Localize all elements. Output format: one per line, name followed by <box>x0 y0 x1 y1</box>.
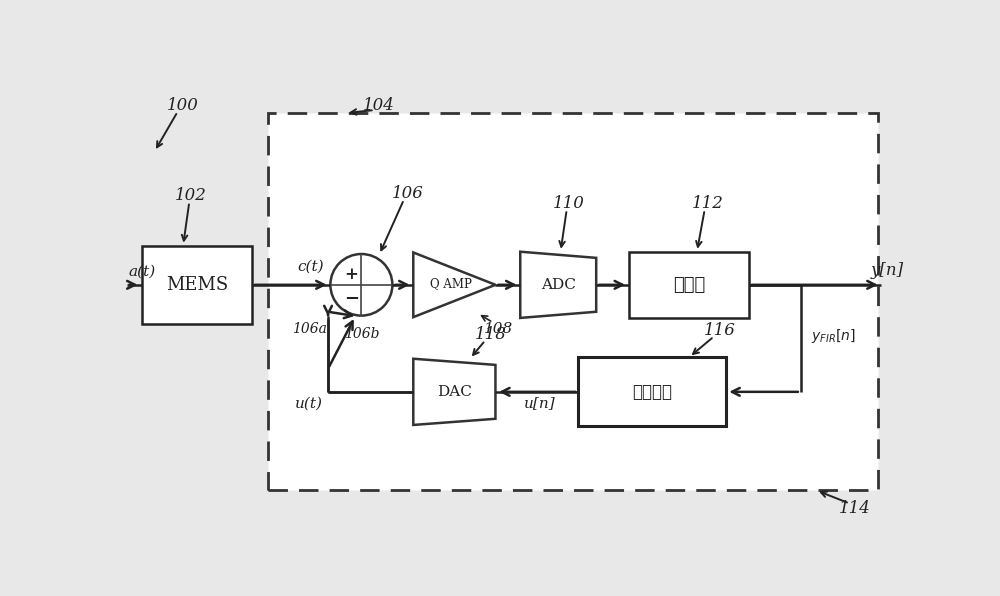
Bar <box>629 252 749 318</box>
Text: 112: 112 <box>692 195 724 212</box>
Text: −: − <box>344 290 359 308</box>
Text: 偏移消除: 偏移消除 <box>632 383 672 401</box>
Text: 114: 114 <box>839 501 871 517</box>
Text: 106: 106 <box>392 185 424 201</box>
Text: 118: 118 <box>475 325 507 343</box>
Text: u[n]: u[n] <box>524 396 556 411</box>
Text: $y_{FIR}[n]$: $y_{FIR}[n]$ <box>811 327 856 346</box>
Circle shape <box>330 254 392 316</box>
Text: u(t): u(t) <box>295 396 323 411</box>
Text: c(t): c(t) <box>297 260 324 274</box>
Text: ADC: ADC <box>541 278 576 292</box>
Text: MEMS: MEMS <box>166 276 228 294</box>
Bar <box>268 113 878 491</box>
Text: 滤波器: 滤波器 <box>673 276 705 294</box>
Text: y[n]: y[n] <box>871 262 904 279</box>
Text: a(t): a(t) <box>128 265 155 279</box>
Bar <box>578 357 726 427</box>
Text: 100: 100 <box>167 97 199 114</box>
Text: 110: 110 <box>552 195 584 212</box>
Text: 104: 104 <box>363 97 395 114</box>
Text: 116: 116 <box>704 322 736 339</box>
Bar <box>142 246 252 324</box>
Text: Q AMP: Q AMP <box>430 277 471 290</box>
Polygon shape <box>520 252 596 318</box>
Text: 102: 102 <box>175 187 207 204</box>
Text: +: + <box>344 266 358 283</box>
Text: 108: 108 <box>484 322 513 336</box>
Text: 106b: 106b <box>344 327 379 341</box>
Text: DAC: DAC <box>437 385 472 399</box>
Polygon shape <box>413 253 495 317</box>
Text: 106a: 106a <box>292 322 327 336</box>
Polygon shape <box>413 359 495 425</box>
